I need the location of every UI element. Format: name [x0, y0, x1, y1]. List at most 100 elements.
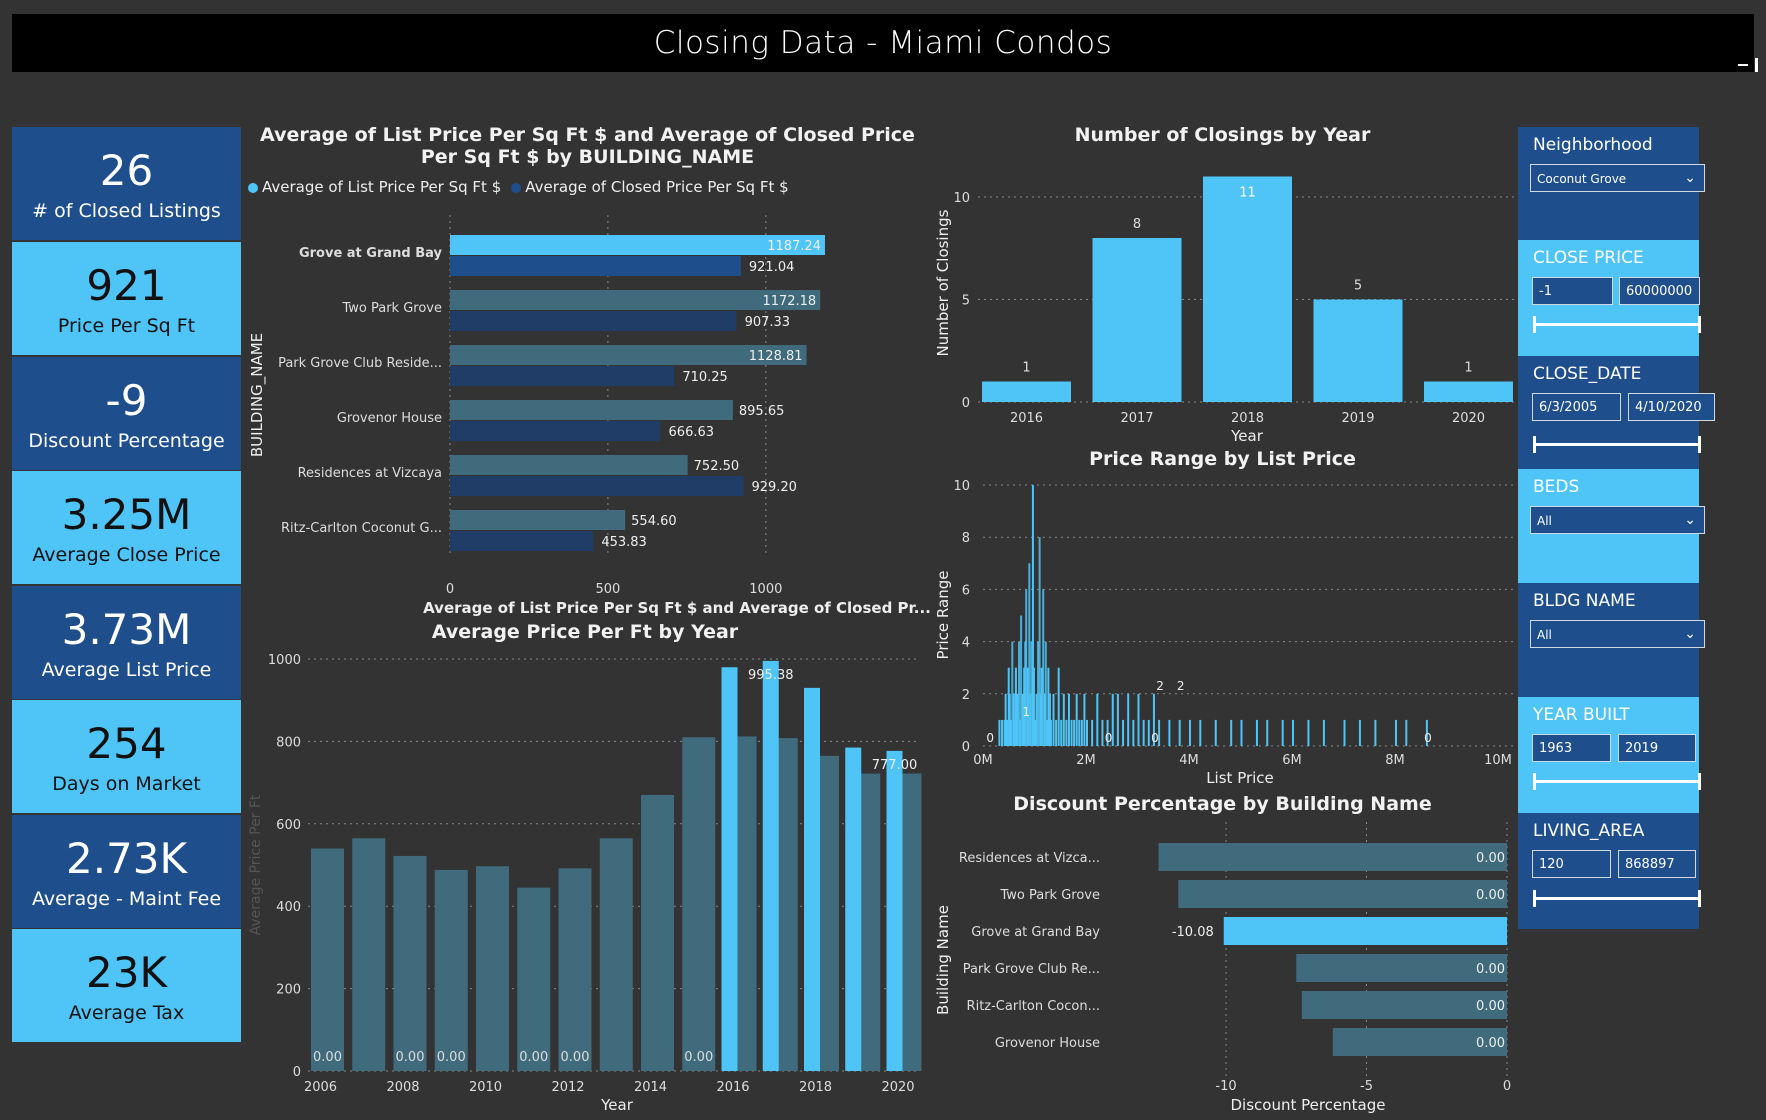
slider-handle-min[interactable]: [1533, 436, 1536, 453]
y-tick-label: 0: [293, 1065, 301, 1080]
bar: [1018, 641, 1021, 746]
data-label: 0.00: [313, 1050, 342, 1065]
bar: [1137, 693, 1140, 746]
data-label: 929.20: [751, 480, 797, 495]
neighborhood-dropdown[interactable]: Coconut Grove ⌄: [1530, 164, 1705, 192]
price-range-chart-title: Price Range by List Price: [1089, 448, 1356, 470]
slicer-living-area: LIVING_AREA 120 868897: [1518, 813, 1701, 929]
slider-handle-max[interactable]: [1698, 316, 1701, 333]
bar-all: [599, 838, 633, 1071]
bar: [1019, 719, 1022, 746]
category-label: Grove at Grand Bay: [971, 925, 1100, 940]
data-label: 0: [1424, 731, 1432, 745]
close-date-min-input[interactable]: 6/3/2005: [1532, 393, 1621, 421]
data-label: 453.83: [601, 535, 647, 550]
year-built-min-input[interactable]: 1963: [1532, 734, 1611, 762]
data-label: 0.00: [684, 1050, 713, 1065]
x-tick-label: 10M: [1484, 753, 1512, 768]
close-price-max-input[interactable]: 60000000: [1619, 277, 1700, 305]
slicer-title: CLOSE PRICE: [1533, 248, 1644, 268]
y-tick-label: 10: [953, 479, 970, 494]
bar: [1078, 719, 1081, 746]
bar: [1047, 667, 1050, 746]
slicer-beds: BEDS All ⌄: [1518, 469, 1705, 583]
bar-closed-price: [450, 366, 675, 386]
bar: [1021, 693, 1024, 746]
y-tick-label: 800: [276, 735, 301, 750]
bar-closed-price: [450, 476, 744, 496]
living-area-slider[interactable]: [1533, 890, 1701, 907]
slider-handle-min[interactable]: [1533, 316, 1536, 333]
bar-all: [558, 868, 592, 1071]
kpi-label: Average List Price: [41, 658, 212, 681]
x-tick-label: 0: [446, 582, 454, 597]
slider-handle-min[interactable]: [1533, 773, 1536, 790]
category-label: Grovenor House: [995, 1036, 1100, 1051]
living-area-min-input[interactable]: 120: [1532, 850, 1611, 878]
y-axis-label: Building Name: [934, 905, 952, 1015]
year-built-slider[interactable]: [1533, 773, 1701, 790]
bar: [1255, 719, 1258, 746]
close-price-slider[interactable]: [1533, 316, 1701, 333]
bar: [1425, 719, 1428, 746]
bar: [1101, 719, 1104, 746]
living-area-max-input[interactable]: 868897: [1618, 850, 1696, 878]
data-label: 0: [986, 731, 994, 745]
bar: [1004, 693, 1007, 746]
year-built-max-input[interactable]: 2019: [1618, 734, 1696, 762]
bldg-name-dropdown[interactable]: All ⌄: [1530, 620, 1705, 648]
x-axis-label: Discount Percentage: [1230, 1096, 1385, 1114]
bar: [1065, 719, 1068, 746]
data-label: 2: [1177, 679, 1185, 693]
slider-handle-max[interactable]: [1698, 773, 1701, 790]
kpi-label: Days on Market: [52, 772, 201, 795]
data-label: 554.60: [631, 514, 677, 529]
bar: [1374, 719, 1377, 746]
bar-list-price: [450, 345, 807, 365]
close-date-max-input[interactable]: 4/10/2020: [1628, 393, 1715, 421]
bar-all: [641, 794, 674, 1071]
close-price-min-input[interactable]: -1: [1532, 277, 1613, 305]
category-label: Residences at Vizcaya: [298, 466, 442, 481]
minimize-icon[interactable]: [1738, 64, 1748, 66]
x-tick-label: 1000: [749, 582, 782, 597]
bar: [1029, 693, 1032, 746]
dashboard-title-bar: Closing Data - Miami Condos: [12, 14, 1754, 72]
close-date-slider[interactable]: [1533, 436, 1701, 453]
bar-all: [393, 855, 427, 1071]
bar: [1038, 537, 1041, 746]
bar: [998, 719, 1001, 746]
page-title: Closing Data - Miami Condos: [653, 25, 1113, 61]
chevron-down-icon[interactable]: ⌄: [1684, 626, 1696, 642]
legend-item-closed-price[interactable]: Average of Closed Price Per Sq Ft $: [511, 178, 789, 196]
legend-item-list-price[interactable]: Average of List Price Per Sq Ft $: [248, 178, 501, 196]
chevron-down-icon[interactable]: ⌄: [1684, 512, 1696, 528]
slider-handle-max[interactable]: [1698, 436, 1701, 453]
bar-closed-price: [450, 531, 594, 551]
bar: [1086, 719, 1088, 746]
y-axis-label: Average Price Per Ft: [248, 794, 264, 935]
bar: [1307, 719, 1310, 746]
slider-handle-min[interactable]: [1533, 890, 1536, 907]
y-tick-label: 1000: [268, 653, 301, 668]
bar-all: [434, 869, 468, 1071]
bar-all: [476, 866, 509, 1071]
slider-handle-max[interactable]: [1698, 890, 1701, 907]
kpi-value: 254: [86, 718, 167, 768]
kpi-discount-percentage: -9 Discount Percentage: [12, 357, 241, 470]
bar-filtered: [762, 660, 779, 1071]
bar: [1060, 719, 1063, 746]
kpi-closed-listings: 26 # of Closed Listings: [12, 127, 241, 240]
bar: [1178, 880, 1507, 908]
kpi-value: 26: [99, 145, 154, 195]
bar-list-price: [450, 400, 733, 420]
chevron-down-icon[interactable]: ⌄: [1684, 170, 1696, 186]
data-label: 895.65: [739, 404, 785, 419]
x-tick-label: 2018: [1231, 411, 1264, 426]
bar: [1067, 693, 1070, 746]
data-label: 8: [1133, 217, 1141, 232]
slicer-title: BLDG NAME: [1533, 591, 1636, 611]
bar: [1203, 176, 1292, 402]
bar: [1003, 719, 1006, 746]
beds-dropdown[interactable]: All ⌄: [1530, 506, 1705, 534]
